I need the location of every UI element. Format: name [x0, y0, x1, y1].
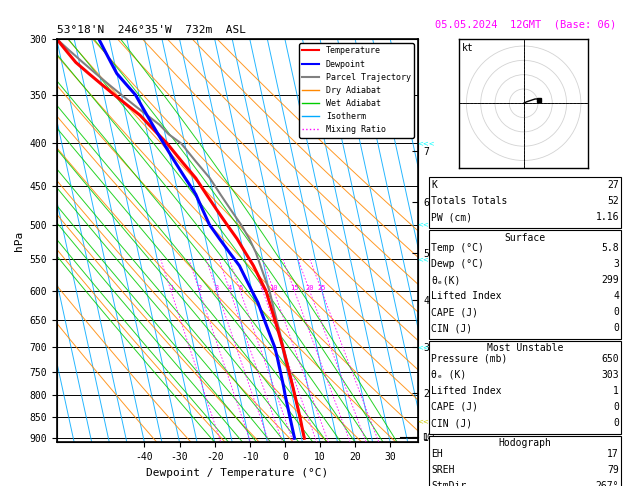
Text: 0: 0 [613, 323, 619, 333]
Text: Totals Totals: Totals Totals [431, 196, 508, 207]
Text: 0: 0 [613, 307, 619, 317]
Text: Lifted Index: Lifted Index [431, 291, 502, 301]
Text: 4: 4 [613, 291, 619, 301]
Text: 15: 15 [290, 285, 299, 291]
Y-axis label: hPa: hPa [14, 230, 24, 251]
Text: <<<: <<< [418, 140, 435, 146]
Text: Pressure (mb): Pressure (mb) [431, 354, 508, 364]
Text: Surface: Surface [504, 233, 546, 243]
Text: 10: 10 [269, 285, 278, 291]
Text: Hodograph: Hodograph [499, 438, 552, 448]
Text: Most Unstable: Most Unstable [487, 344, 564, 353]
Text: <<<: <<< [418, 256, 435, 262]
Text: 267°: 267° [596, 481, 619, 486]
Text: 4: 4 [228, 285, 232, 291]
Text: LCL: LCL [422, 433, 437, 441]
Text: EH: EH [431, 449, 443, 459]
Text: 303: 303 [601, 370, 619, 380]
Text: 3: 3 [215, 285, 219, 291]
Text: 27: 27 [607, 180, 619, 191]
Text: 25: 25 [318, 285, 326, 291]
Text: θₑ(K): θₑ(K) [431, 275, 461, 285]
Text: 53°18'N  246°35'W  732m  ASL: 53°18'N 246°35'W 732m ASL [57, 25, 245, 35]
Text: Temp (°C): Temp (°C) [431, 243, 484, 253]
Text: 20: 20 [306, 285, 314, 291]
Text: PW (cm): PW (cm) [431, 212, 472, 223]
Text: 1: 1 [169, 285, 173, 291]
Text: 299: 299 [601, 275, 619, 285]
Text: 0: 0 [613, 418, 619, 428]
Text: 17: 17 [607, 449, 619, 459]
Text: CAPE (J): CAPE (J) [431, 307, 479, 317]
Text: 0: 0 [613, 402, 619, 412]
Text: Lifted Index: Lifted Index [431, 386, 502, 396]
Text: kt: kt [462, 43, 474, 53]
Text: 1: 1 [613, 386, 619, 396]
X-axis label: Dewpoint / Temperature (°C): Dewpoint / Temperature (°C) [147, 468, 328, 478]
Text: StmDir: StmDir [431, 481, 467, 486]
Text: 79: 79 [607, 465, 619, 475]
Y-axis label: km
ASL: km ASL [445, 241, 463, 262]
Text: 650: 650 [601, 354, 619, 364]
Text: CIN (J): CIN (J) [431, 418, 472, 428]
Text: 5: 5 [238, 285, 242, 291]
Text: CAPE (J): CAPE (J) [431, 402, 479, 412]
Text: 5.8: 5.8 [601, 243, 619, 253]
Text: <<<: <<< [418, 419, 435, 425]
Text: <<<: <<< [418, 222, 435, 227]
Text: 8: 8 [260, 285, 265, 291]
Text: K: K [431, 180, 437, 191]
Text: SREH: SREH [431, 465, 455, 475]
Text: Dewp (°C): Dewp (°C) [431, 259, 484, 269]
Text: 3: 3 [613, 259, 619, 269]
Text: 1.16: 1.16 [596, 212, 619, 223]
Text: 52: 52 [607, 196, 619, 207]
Legend: Temperature, Dewpoint, Parcel Trajectory, Dry Adiabat, Wet Adiabat, Isotherm, Mi: Temperature, Dewpoint, Parcel Trajectory… [299, 43, 414, 138]
Text: 05.05.2024  12GMT  (Base: 06): 05.05.2024 12GMT (Base: 06) [435, 19, 616, 30]
Text: <<<: <<< [418, 344, 435, 350]
Text: θₑ (K): θₑ (K) [431, 370, 467, 380]
Text: CIN (J): CIN (J) [431, 323, 472, 333]
Text: 2: 2 [198, 285, 201, 291]
